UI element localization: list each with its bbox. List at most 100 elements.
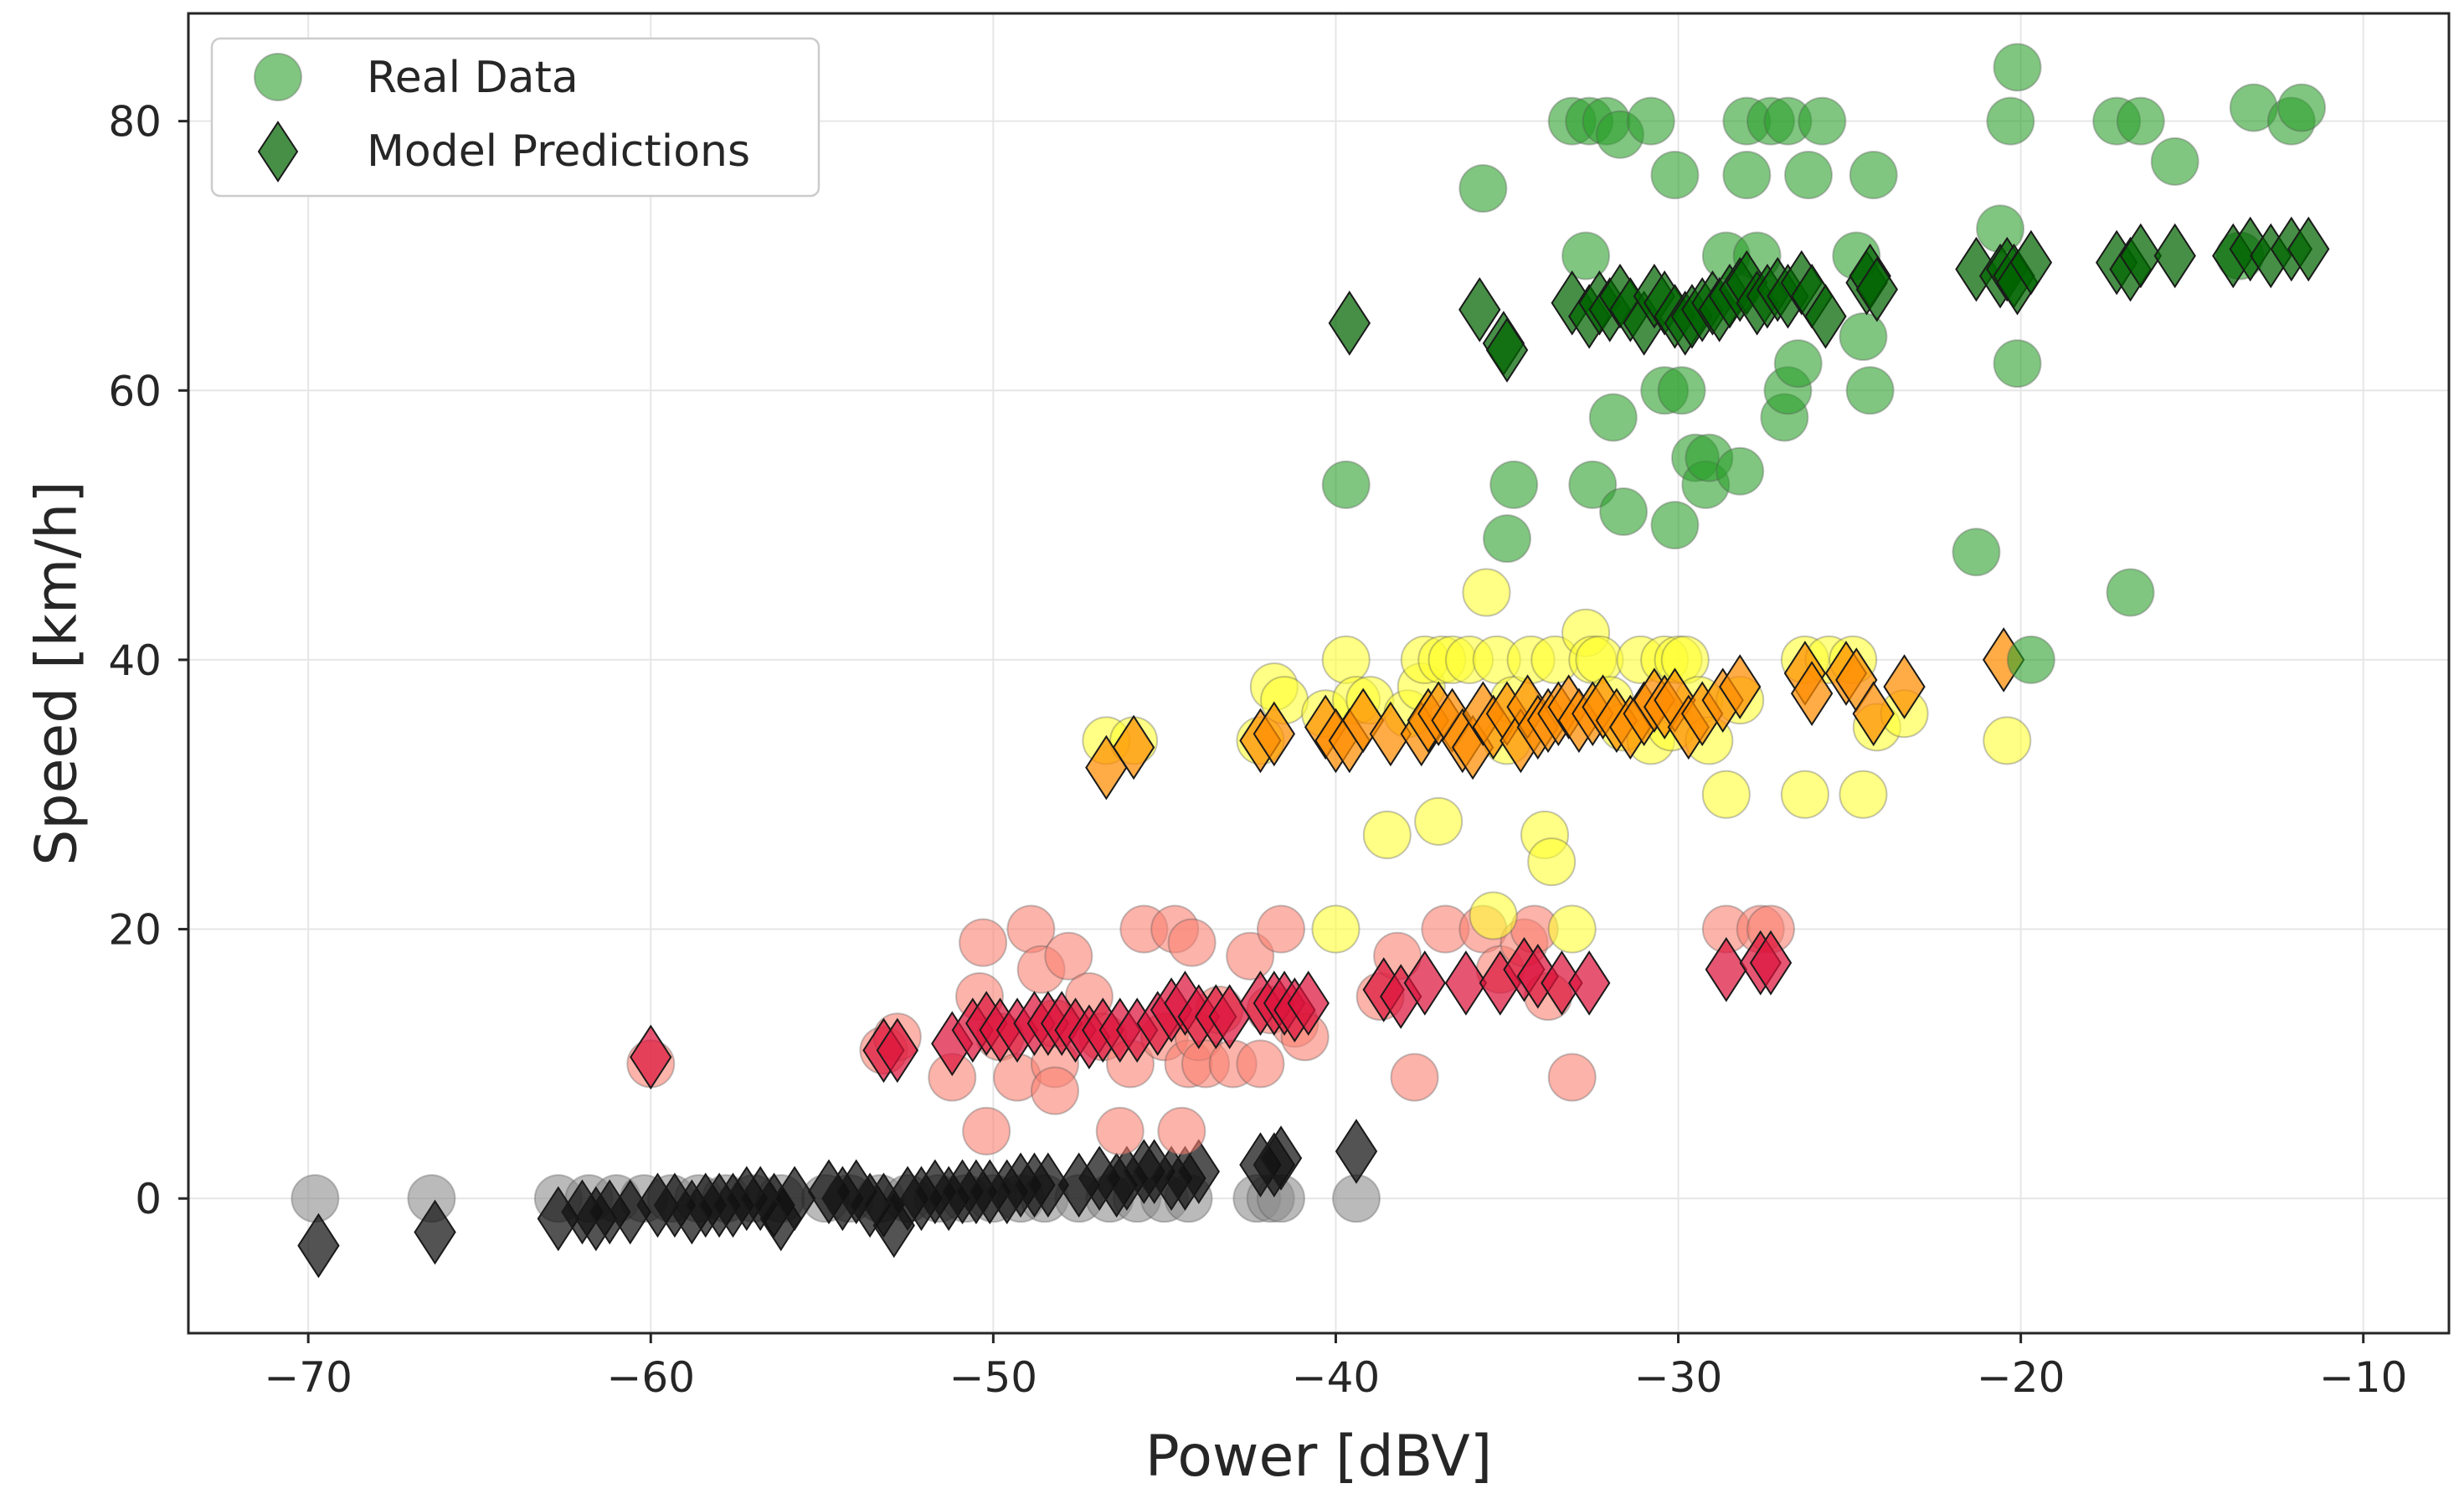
y-tick-label: 20 [108, 906, 162, 955]
model-prediction-point [773, 1166, 816, 1232]
model-prediction-point [1718, 654, 1762, 719]
real-data-point [2277, 83, 2327, 132]
real-data-point [1722, 150, 1772, 199]
model-prediction-point [2287, 216, 2330, 282]
real-data-point [1095, 1106, 1145, 1156]
real-data-point [2106, 568, 2155, 617]
real-data-point [1588, 393, 1638, 442]
legend: Real Data Model Predictions [210, 37, 820, 198]
x-tick-label: −30 [1634, 1353, 1723, 1402]
model-prediction-point [876, 1017, 919, 1084]
x-tick-label: −10 [2319, 1353, 2408, 1402]
real-data-point [1839, 770, 1888, 819]
model-prediction-point [1458, 276, 1501, 343]
real-data-point [1701, 770, 1751, 819]
real-data-point [1321, 460, 1371, 509]
real-data-point [1839, 312, 1888, 361]
y-tick-label: 60 [108, 367, 162, 415]
model-prediction-point [1852, 681, 1895, 747]
real-data-point [1321, 635, 1371, 684]
real-data-point [1780, 770, 1829, 819]
model-prediction-point [1369, 701, 1412, 767]
data-points [291, 43, 2330, 1279]
real-data-point [1952, 528, 2001, 577]
model-prediction-point [1749, 930, 1793, 996]
model-prediction-point [1855, 256, 1899, 322]
model-prediction-point [1705, 936, 1748, 1002]
real-data-point [1547, 1053, 1597, 1102]
real-data-point [1390, 1053, 1439, 1102]
y-tick-label: 0 [135, 1175, 162, 1223]
model-predictions-series [1328, 216, 2330, 383]
real-data-point [1458, 164, 1508, 214]
real-data-point [1575, 635, 1624, 684]
real-data-point [1773, 339, 1823, 389]
legend-model-predictions-marker [257, 121, 299, 183]
real-data-point [1167, 918, 1217, 967]
real-data-point [1716, 446, 1765, 496]
real-data-point [1798, 96, 1847, 146]
real-data-series [1321, 43, 2327, 684]
real-data-point [2116, 96, 2165, 146]
real-data-point [1257, 904, 1305, 954]
model-prediction-point [1403, 950, 1447, 1016]
real-data-point [1993, 339, 2042, 389]
model-predictions-series [1085, 627, 2025, 801]
legend-box [210, 37, 820, 198]
model-prediction-point [1444, 950, 1488, 1016]
model-prediction-point [1177, 1139, 1221, 1204]
real-data-point [1157, 1106, 1206, 1156]
y-tick-label: 40 [108, 636, 162, 685]
real-data-point [1568, 460, 1618, 509]
real-data-point [1226, 931, 1275, 981]
real-data-point [1527, 837, 1577, 887]
model-prediction-point [1259, 1125, 1303, 1191]
model-prediction-point [1253, 701, 1296, 767]
real-data-point [1311, 904, 1361, 954]
model-prediction-point [1567, 950, 1611, 1016]
y-axis-ticks: 0 20 40 60 80 [108, 98, 188, 1223]
real-data-point [291, 1174, 340, 1223]
real-data-point [1031, 1066, 1079, 1115]
x-tick-label: −50 [949, 1353, 1038, 1402]
x-tick-label: −70 [264, 1353, 352, 1402]
real-data-point [1462, 568, 1511, 617]
model-prediction-point [1026, 1152, 1070, 1218]
model-prediction-point [414, 1199, 456, 1265]
real-data-point [1983, 716, 2032, 765]
y-tick-label: 80 [108, 98, 162, 147]
real-data-point [1561, 231, 1611, 281]
real-data-point [1657, 366, 1706, 415]
real-data-point [1414, 796, 1463, 846]
real-data-point [1993, 43, 2042, 92]
legend-real-data-marker [254, 53, 302, 101]
real-data-point [1489, 460, 1539, 509]
legend-model-predictions-label: Model Predictions [367, 126, 750, 177]
real-data-point [1469, 891, 1518, 940]
model-prediction-point [297, 1213, 340, 1279]
model-predictions-series [297, 1119, 1378, 1279]
legend-real-data-label: Real Data [367, 53, 579, 103]
model-prediction-point [630, 1024, 672, 1090]
real-data-point [1650, 501, 1700, 550]
real-data-point [962, 1106, 1011, 1156]
model-prediction-point [2119, 223, 2163, 289]
real-data-point [1599, 487, 1649, 537]
real-data-point [1845, 366, 1895, 415]
model-prediction-point [1112, 714, 1155, 780]
model-prediction-point [1790, 661, 1834, 726]
real-data-point [1626, 96, 1675, 146]
x-tick-label: −60 [607, 1353, 696, 1402]
x-tick-label: −20 [1977, 1353, 2065, 1402]
model-predictions-series [630, 930, 1793, 1090]
model-prediction-point [2009, 229, 2053, 296]
real-data-point [1044, 931, 1093, 981]
x-axis-label: Power [dBV] [1145, 1424, 1493, 1490]
real-data-point [1849, 150, 1898, 199]
model-prediction-point [1287, 971, 1330, 1036]
real-data-point [1547, 904, 1597, 954]
y-axis-label: Speed [km/h] [24, 481, 90, 865]
model-prediction-point [1804, 283, 1847, 349]
